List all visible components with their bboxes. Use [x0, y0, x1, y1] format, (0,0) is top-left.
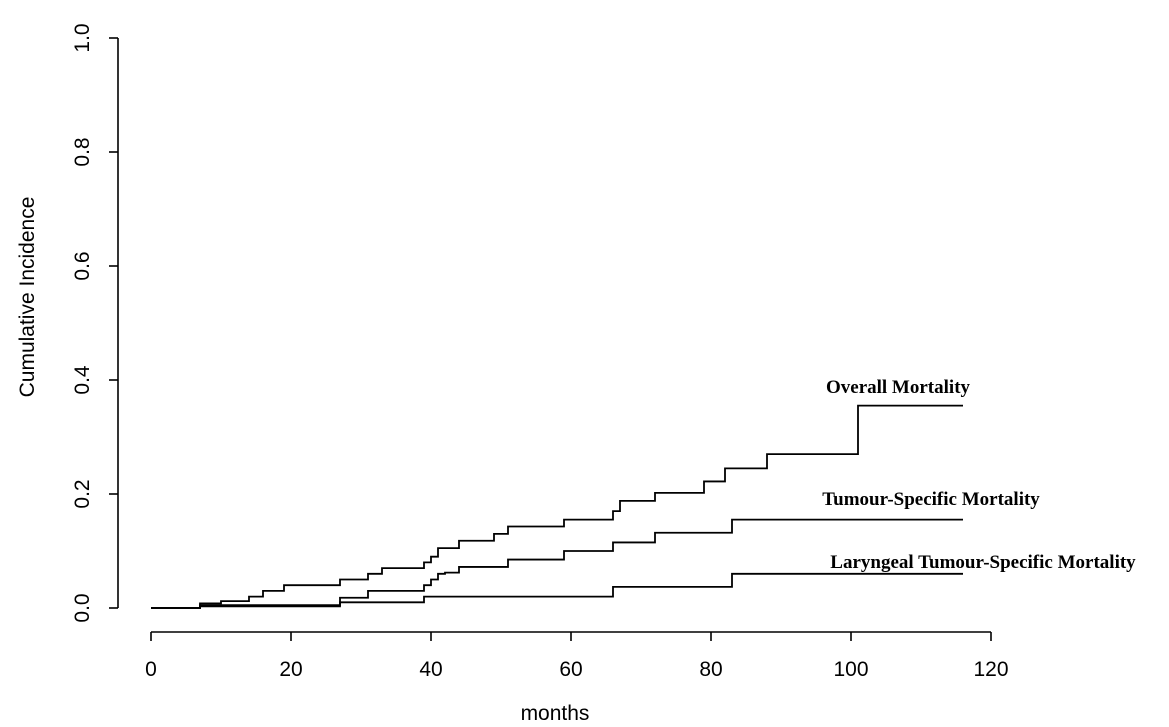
series-label-2: Tumour-Specific Mortality — [822, 489, 1040, 510]
series-label-1: Overall Mortality — [826, 377, 971, 398]
y-tick-label-0.4: 0.4 — [71, 365, 94, 395]
y-ticks: 0.0 0.2 0.4 0.6 0.8 1.0 — [71, 23, 118, 623]
series-label-3: Laryngeal Tumour-Specific Mortality — [830, 552, 1136, 573]
series-labels: Overall Mortality Tumour-Specific Mortali… — [822, 377, 1136, 573]
series-group — [151, 404, 963, 609]
x-axis-title: months — [521, 702, 590, 725]
series-line-1 — [151, 404, 963, 609]
x-tick-label-80: 80 — [699, 658, 722, 681]
x-tick-label-60: 60 — [559, 658, 582, 681]
y-tick-label-0.8: 0.8 — [71, 137, 94, 166]
y-tick-label-0.0: 0.0 — [71, 593, 94, 622]
series-line-3 — [151, 572, 963, 609]
x-tick-label-120: 120 — [973, 658, 1008, 681]
x-ticks: 0 20 40 60 80 100 120 — [145, 632, 1009, 681]
x-tick-label-40: 40 — [419, 658, 442, 681]
axes: 0 20 40 60 80 100 120 0.0 0.2 0.4 0.6 0.8 1.0 — [71, 23, 1009, 681]
y-tick-label-0.2: 0.2 — [71, 479, 94, 508]
y-axis-title: Cumulative Incidence — [16, 197, 39, 398]
y-tick-label-1.0: 1.0 — [71, 23, 94, 52]
y-tick-label-0.6: 0.6 — [71, 251, 94, 280]
x-tick-label-100: 100 — [833, 658, 868, 681]
x-tick-label-0: 0 — [145, 658, 157, 681]
series-line-2 — [151, 518, 963, 609]
x-tick-label-20: 20 — [279, 658, 302, 681]
